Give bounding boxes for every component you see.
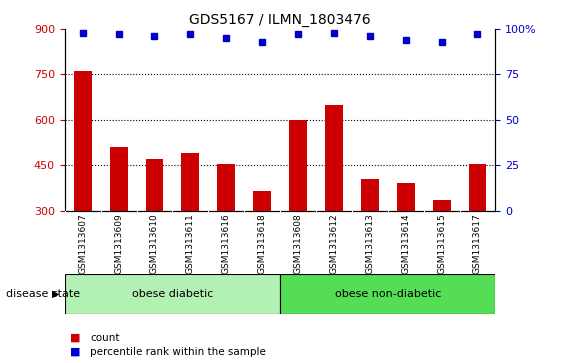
Text: GSM1313611: GSM1313611: [186, 213, 195, 274]
FancyBboxPatch shape: [65, 274, 280, 314]
Text: GSM1313614: GSM1313614: [401, 213, 410, 274]
Text: GSM1313618: GSM1313618: [258, 213, 267, 274]
Text: disease state: disease state: [6, 289, 80, 299]
Bar: [217, 164, 235, 211]
Bar: [181, 153, 199, 211]
Bar: [468, 164, 486, 211]
Bar: [361, 179, 379, 211]
Text: ■: ■: [70, 347, 81, 357]
Bar: [74, 72, 92, 211]
Bar: [289, 120, 307, 211]
Text: GSM1313612: GSM1313612: [329, 213, 338, 274]
Bar: [397, 183, 415, 211]
Text: ▶: ▶: [52, 289, 60, 299]
Text: GSM1313613: GSM1313613: [365, 213, 374, 274]
Text: ■: ■: [70, 333, 81, 343]
Text: GSM1313608: GSM1313608: [293, 213, 302, 274]
Title: GDS5167 / ILMN_1803476: GDS5167 / ILMN_1803476: [189, 13, 371, 26]
Text: GSM1313609: GSM1313609: [114, 213, 123, 274]
Bar: [110, 147, 128, 211]
Text: percentile rank within the sample: percentile rank within the sample: [90, 347, 266, 357]
Text: obese non-diabetic: obese non-diabetic: [334, 289, 441, 299]
Text: GSM1313617: GSM1313617: [473, 213, 482, 274]
Text: GSM1313615: GSM1313615: [437, 213, 446, 274]
Bar: [145, 159, 163, 211]
Bar: [325, 105, 343, 211]
Text: obese diabetic: obese diabetic: [132, 289, 213, 299]
Text: GSM1313610: GSM1313610: [150, 213, 159, 274]
Bar: [253, 191, 271, 211]
Bar: [432, 200, 450, 211]
Text: GSM1313616: GSM1313616: [222, 213, 231, 274]
FancyBboxPatch shape: [280, 274, 495, 314]
Text: count: count: [90, 333, 119, 343]
Text: GSM1313607: GSM1313607: [78, 213, 87, 274]
